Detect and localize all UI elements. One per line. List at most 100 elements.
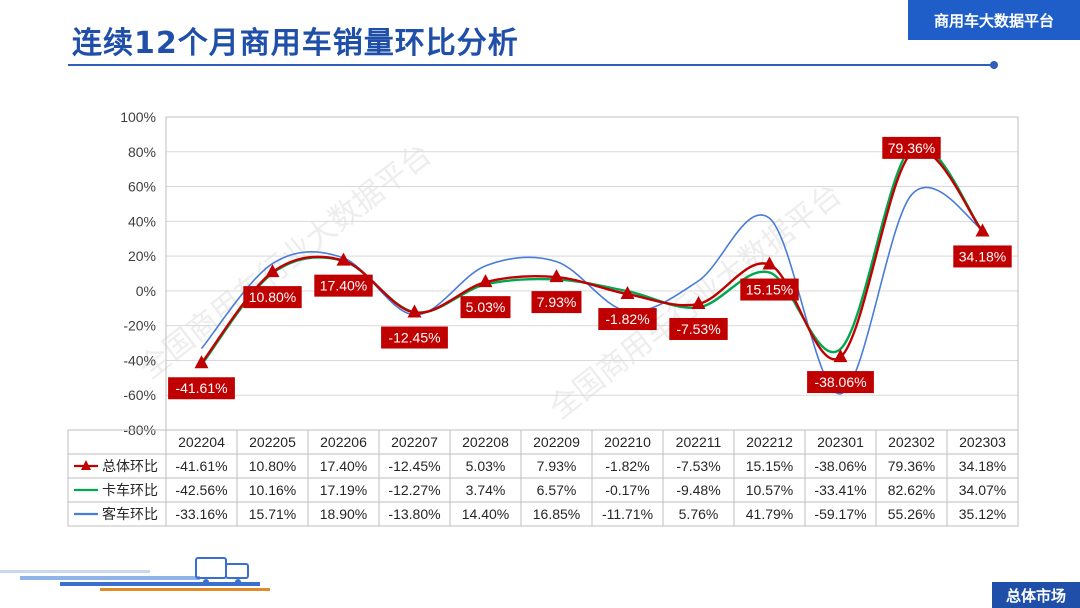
section-label: 总体市场 (992, 582, 1080, 608)
x-tick-label: 202206 (320, 434, 367, 450)
x-tick-label: 202208 (462, 434, 509, 450)
table-cell: -42.56% (175, 482, 227, 498)
table-cell: 6.57% (537, 482, 577, 498)
table-cell: 17.40% (320, 458, 367, 474)
table-cell: 15.71% (249, 506, 296, 522)
table-cell: -13.80% (388, 506, 440, 522)
table-cell: 7.93% (537, 458, 577, 474)
legend-marker (81, 460, 91, 470)
table-cell: 14.40% (462, 506, 509, 522)
data-label-box (740, 278, 799, 301)
table-cell: -0.17% (605, 482, 649, 498)
table-cell: -59.17% (814, 506, 866, 522)
table-cell: 5.03% (466, 458, 506, 474)
table-cell: -12.27% (388, 482, 440, 498)
table-cell: -33.41% (814, 482, 866, 498)
x-tick-label: 202205 (249, 434, 296, 450)
data-label-box (460, 296, 511, 319)
data-label-box (168, 377, 235, 400)
title-divider (68, 64, 996, 66)
data-label-box (598, 308, 657, 331)
data-label-box (669, 317, 728, 340)
table-cell: -11.71% (602, 506, 653, 522)
data-label: -7.53% (676, 321, 720, 337)
y-tick-label: 0% (136, 283, 156, 299)
data-label: 10.80% (249, 289, 296, 305)
data-point-marker (975, 223, 990, 237)
x-tick-label: 202210 (604, 434, 651, 450)
y-tick-label: 20% (128, 248, 156, 264)
data-label-box (243, 286, 302, 309)
data-label: 17.40% (320, 278, 367, 294)
x-tick-label: 202211 (676, 434, 722, 450)
data-label: 5.03% (466, 299, 506, 315)
data-label: 15.15% (746, 282, 793, 298)
legend-label: 卡车环比 (102, 482, 158, 498)
data-point-marker (194, 355, 209, 369)
table-cell: -33.16% (175, 506, 227, 522)
table-cell: 18.90% (320, 506, 367, 522)
data-label-box (314, 274, 373, 297)
table-cell: 15.15% (746, 458, 793, 474)
data-label: -38.06% (814, 374, 866, 390)
y-tick-label: 40% (128, 213, 156, 229)
table-cell: 34.18% (959, 458, 1006, 474)
table-cell: -7.53% (676, 458, 720, 474)
data-point-marker (407, 304, 422, 318)
table-cell: 10.80% (249, 458, 296, 474)
page-title: 连续12个月商用车销量环比分析 (72, 26, 519, 61)
data-label: 7.93% (537, 294, 577, 310)
data-label-box (807, 371, 874, 394)
data-point-marker (265, 264, 280, 278)
x-tick-label: 202207 (391, 434, 438, 450)
x-tick-label: 202212 (746, 434, 793, 450)
brand-badge: 商用车大数据平台 (908, 0, 1080, 40)
y-tick-label: -40% (123, 352, 156, 368)
legend-label: 总体环比 (102, 458, 158, 474)
table-cell: 17.19% (320, 482, 367, 498)
table-cell: 16.85% (533, 506, 580, 522)
data-point-marker (833, 349, 848, 363)
data-label: -1.82% (605, 311, 649, 327)
data-label: 34.18% (959, 248, 1006, 264)
truck-logo-icon (0, 557, 270, 591)
data-label: -12.45% (388, 330, 440, 346)
table-cell: 3.74% (466, 482, 506, 498)
x-tick-label: 202204 (178, 434, 225, 450)
table-cell: 79.36% (888, 458, 935, 474)
y-tick-label: 80% (128, 144, 156, 160)
data-label-box (381, 326, 448, 349)
x-tick-label: 202301 (817, 434, 864, 450)
x-tick-label: 202302 (888, 434, 935, 450)
table-cell: 34.07% (959, 482, 1006, 498)
data-label: -41.61% (175, 380, 227, 396)
data-point-marker (478, 274, 493, 288)
table-cell: -9.48% (676, 482, 720, 498)
data-label: 79.36% (888, 140, 935, 156)
table-cell: -41.61% (175, 458, 227, 474)
y-tick-label: 60% (128, 179, 156, 195)
data-point-marker (620, 286, 635, 300)
data-label-box (531, 291, 582, 314)
table-cell: 10.57% (746, 482, 793, 498)
table-cell: 82.62% (888, 482, 935, 498)
x-tick-label: 202303 (959, 434, 1006, 450)
legend-label: 客车环比 (102, 506, 158, 522)
y-tick-label: -20% (123, 318, 156, 334)
data-point-marker (762, 256, 777, 270)
x-tick-label: 202209 (533, 434, 580, 450)
table-cell: 10.16% (249, 482, 296, 498)
table-cell: 5.76% (679, 506, 719, 522)
table-cell: -38.06% (814, 458, 866, 474)
table-cell: 41.79% (746, 506, 793, 522)
line-chart: 全国商用车行业大数据平台 全国商用车行业大数据平台100%80%60%40%20%… (67, 109, 1019, 527)
data-label-box (882, 136, 941, 159)
y-tick-label: 100% (120, 109, 156, 125)
data-point-marker (549, 269, 564, 283)
table-cell: 35.12% (959, 506, 1006, 522)
table-cell: 55.26% (888, 506, 935, 522)
table-cell: -1.82% (605, 458, 649, 474)
data-point-marker (336, 252, 351, 266)
title-divider-dot (990, 61, 998, 69)
data-point-marker (691, 295, 706, 309)
